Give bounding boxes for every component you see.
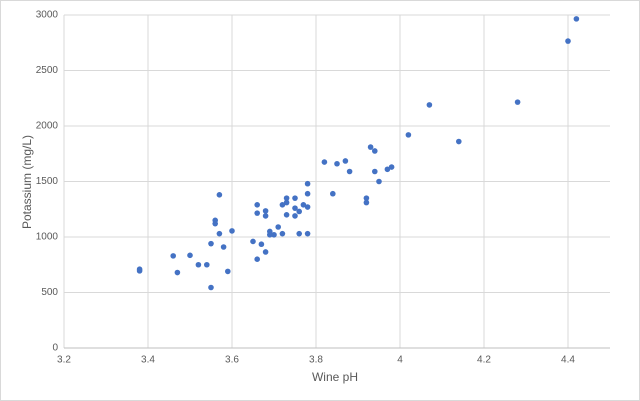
point: [170, 253, 176, 259]
point: [208, 240, 214, 247]
point: [388, 164, 395, 170]
point: [372, 148, 378, 154]
point: [376, 178, 382, 185]
point: [283, 195, 290, 201]
y-tick-label: 500: [41, 287, 58, 298]
y-tick-label: 1000: [36, 232, 59, 243]
point: [195, 261, 202, 268]
point: [220, 244, 227, 250]
point: [304, 190, 311, 197]
point: [262, 213, 269, 219]
point: [258, 241, 265, 248]
point: [363, 199, 370, 206]
point: [267, 228, 273, 235]
point: [271, 231, 277, 238]
point: [367, 144, 374, 150]
point: [229, 228, 235, 234]
point: [346, 168, 353, 175]
point: [136, 268, 143, 274]
point: [208, 284, 214, 291]
point: [212, 217, 218, 224]
point: [204, 261, 210, 268]
y-tick-label: 2500: [36, 65, 59, 76]
point: [426, 102, 433, 108]
x-tick-label: 4: [397, 355, 403, 366]
x-tick-label: 4.2: [477, 355, 491, 366]
point: [372, 168, 378, 175]
point: [405, 132, 412, 138]
point: [279, 202, 286, 208]
x-axis-title: Wine pH: [312, 370, 358, 384]
point: [187, 252, 193, 259]
point: [456, 138, 462, 145]
point: [216, 192, 223, 198]
point: [342, 158, 349, 164]
point: [296, 230, 303, 237]
point: [254, 210, 260, 216]
point: [296, 208, 303, 215]
point: [283, 212, 290, 218]
point: [292, 205, 298, 211]
x-tick-label: 3.8: [309, 355, 323, 366]
y-tick-label: 3000: [36, 10, 59, 21]
point: [225, 268, 231, 275]
point: [254, 256, 260, 263]
point: [321, 159, 328, 165]
point: [300, 202, 307, 208]
x-tick-label: 3.6: [225, 355, 239, 366]
point: [304, 204, 311, 210]
point: [174, 269, 181, 276]
point: [330, 190, 336, 197]
x-tick-label: 3.2: [57, 355, 71, 366]
point: [250, 238, 256, 245]
point: [565, 38, 571, 44]
point: [304, 180, 311, 187]
point: [254, 202, 260, 208]
point: [304, 230, 311, 237]
point: [573, 16, 580, 22]
point: [283, 199, 290, 206]
point: [216, 230, 223, 237]
point: [262, 208, 269, 214]
point: [514, 99, 521, 105]
point: [262, 249, 269, 255]
point: [384, 166, 391, 173]
point: [279, 230, 286, 237]
point: [275, 224, 282, 230]
y-tick-label: 0: [52, 343, 58, 354]
y-tick-label: 2000: [36, 121, 59, 132]
y-axis-title: Potassium (mg/L): [20, 135, 34, 229]
point: [292, 195, 298, 201]
y-tick-label: 1500: [36, 176, 59, 187]
point: [292, 213, 298, 219]
point: [334, 160, 340, 167]
x-tick-label: 3.4: [141, 355, 155, 366]
point: [363, 195, 370, 201]
x-tick-label: 4.4: [561, 355, 575, 366]
